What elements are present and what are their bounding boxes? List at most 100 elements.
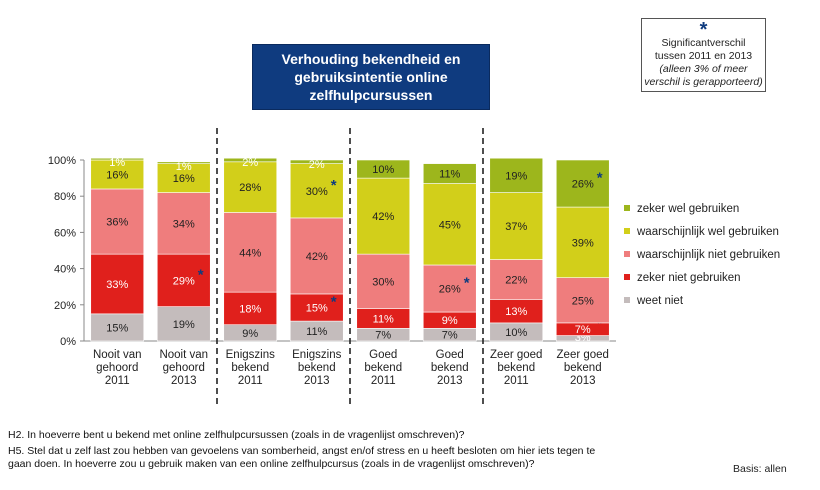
bar-segment: [422, 183, 477, 266]
legend-swatch: [624, 228, 630, 234]
y-tick-label: 60%: [54, 227, 76, 239]
x-tick-label: gehoord: [163, 362, 205, 374]
x-tick-label: Nooit van: [159, 349, 208, 361]
data-label: 45%: [439, 219, 461, 231]
data-label: 7%: [575, 324, 591, 336]
x-tick-label: 2011: [371, 375, 396, 387]
data-label: 16%: [173, 173, 195, 185]
bar-segment: [223, 157, 278, 163]
significance-marker: *: [331, 294, 337, 311]
x-tick-label: 2011: [504, 375, 529, 387]
data-label: 15%: [306, 303, 328, 315]
data-label: 30%: [372, 276, 394, 288]
significance-marker: *: [464, 275, 470, 292]
bar-segment: [289, 217, 344, 295]
data-label: 28%: [239, 182, 261, 194]
x-tick-label: bekend: [298, 362, 336, 374]
bar-segment: [156, 192, 211, 255]
chart-title: Verhouding bekendheid en gebruiksintenti…: [252, 44, 490, 110]
x-tick-label: 2013: [570, 375, 596, 387]
bar-segment: [156, 161, 211, 164]
legend-label: zeker niet gebruiken: [637, 272, 741, 284]
x-tick-label: bekend: [431, 362, 469, 374]
bar-segment: [156, 306, 211, 342]
bar-segment: [289, 293, 344, 322]
y-tick-label: 20%: [54, 300, 76, 312]
data-label: 33%: [106, 279, 128, 291]
bar-segment: [422, 163, 477, 184]
basis-note: Basis: allen: [733, 463, 787, 475]
significance-marker: *: [198, 266, 204, 283]
note-line-4: verschil is gerapporteerd): [644, 76, 763, 88]
x-tick-label: 2011: [238, 375, 263, 387]
bar-segment: [90, 188, 145, 255]
bar-segment: [422, 264, 477, 313]
data-label: 7%: [375, 330, 391, 342]
legend-swatch: [624, 205, 630, 211]
question-h5-line-2: gaan doen. In hoeverre zou u gebruik mak…: [8, 458, 535, 470]
chart-title-line-3: zelfhulpcursussen: [309, 87, 433, 103]
x-tick-label: Zeer goed: [557, 349, 609, 361]
y-tick-label: 0%: [60, 336, 76, 348]
x-tick-label: Enigszins: [226, 349, 275, 361]
data-label: 7%: [442, 330, 458, 342]
stacked-bar-chart: 0%20%40%60%80%100%15%33%36%16%1%Nooit va…: [48, 128, 780, 405]
data-label: 15%: [106, 322, 128, 334]
data-label: 1%: [109, 157, 125, 169]
bar-segment: [555, 277, 610, 324]
x-tick-label: Goed: [369, 349, 397, 361]
bar-segment: [356, 177, 411, 255]
x-tick-label: 2011: [105, 375, 130, 387]
data-label: 25%: [572, 295, 594, 307]
bar-segment: [223, 212, 278, 293]
legend-swatch: [624, 251, 630, 257]
data-label: 13%: [505, 306, 527, 318]
x-tick-label: Nooit van: [93, 349, 142, 361]
data-label: 26%: [439, 284, 461, 296]
significance-marker: *: [597, 315, 603, 332]
data-label: 16%: [106, 169, 128, 181]
legend-label: zeker wel gebruiken: [637, 203, 739, 215]
data-label: 11%: [439, 169, 460, 181]
data-label: 2%: [309, 159, 325, 171]
note-line-2: tussen 2011 en 2013: [654, 50, 753, 62]
x-tick-label: bekend: [364, 362, 402, 374]
data-label: 26%: [572, 179, 594, 191]
significance-marker: *: [331, 177, 337, 194]
note-line-3: (alleen 3% of meer: [659, 63, 748, 75]
bar-segment: [289, 163, 344, 219]
data-label: 30%: [306, 186, 328, 198]
data-label: 42%: [372, 211, 394, 223]
data-label: 9%: [242, 328, 258, 340]
chart-title-line-2: gebruiksintentie online: [294, 69, 448, 85]
y-tick-label: 100%: [48, 155, 76, 167]
x-tick-label: 2013: [304, 375, 330, 387]
data-label: 44%: [239, 247, 261, 259]
question-h2: H2. In hoeverre bent u bekend met online…: [8, 429, 465, 441]
data-label: 11%: [306, 326, 327, 338]
data-label: 29%: [173, 275, 195, 287]
bar-segment: [90, 159, 145, 190]
legend-label: waarschijnlijk niet gebruiken: [636, 249, 780, 261]
data-label: 10%: [505, 327, 527, 339]
significance-star-icon: *: [699, 19, 708, 41]
bar-segment: [489, 192, 544, 260]
data-label: 22%: [505, 274, 527, 286]
bar-segment: [223, 161, 278, 213]
significance-note: * Significantverschil tussen 2011 en 201…: [641, 18, 766, 92]
data-label: 10%: [372, 164, 394, 176]
bar-segment: [489, 259, 544, 300]
data-label: 11%: [373, 313, 394, 325]
data-label: 1%: [176, 161, 192, 173]
bar-segment: [156, 163, 211, 193]
bar-segment: [489, 157, 544, 193]
data-label: 39%: [572, 237, 594, 249]
bar-segment: [356, 253, 411, 309]
x-tick-label: bekend: [564, 362, 602, 374]
x-tick-label: Goed: [436, 349, 464, 361]
data-label: 19%: [505, 170, 527, 182]
bar-segment: [356, 159, 411, 179]
chart-title-line-1: Verhouding bekendheid en: [281, 51, 461, 67]
bar-segment: [90, 157, 145, 161]
data-label: 42%: [306, 251, 328, 263]
